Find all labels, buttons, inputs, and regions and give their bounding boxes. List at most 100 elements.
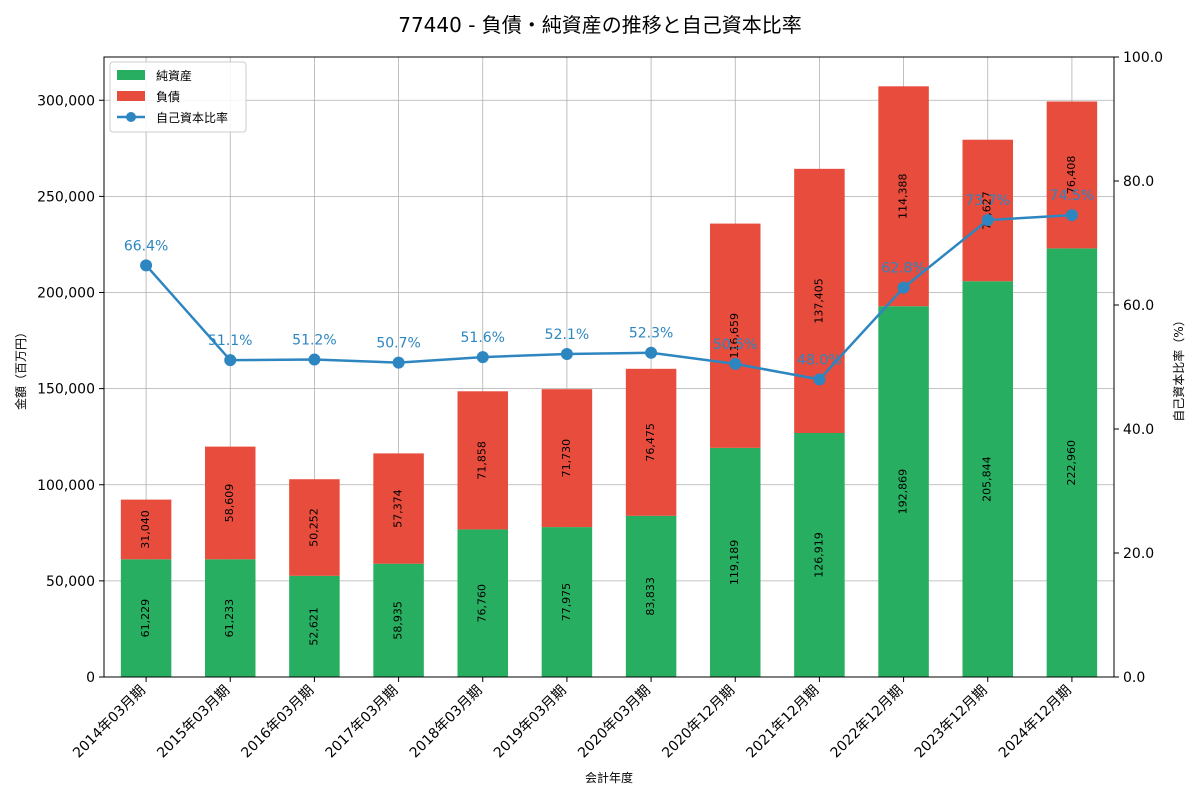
equity-ratio-label: 73.7% — [966, 193, 1010, 209]
x-tick-label: 2021年12月期 — [743, 683, 822, 762]
x-tick-label: 2023年12月期 — [912, 683, 991, 762]
bar-label-net-assets: 76,760 — [476, 584, 489, 623]
bar-net-assets — [541, 527, 593, 677]
bar-liabilities — [962, 139, 1013, 282]
equity-ratio-label: 51.2% — [292, 333, 336, 349]
bar-label-net-assets: 61,233 — [223, 599, 236, 638]
bar-label-net-assets: 61,229 — [139, 599, 152, 638]
equity-ratio-point — [645, 346, 658, 359]
bar-label-liabilities: 71,858 — [476, 441, 489, 480]
equity-ratio-point — [981, 214, 994, 227]
equity-ratio-label: 74.5% — [1050, 188, 1094, 204]
bar-net-assets — [289, 575, 340, 677]
bar-label-liabilities: 114,388 — [897, 174, 910, 220]
bar-net-assets — [878, 306, 929, 677]
y2-tick-label: 80.0 — [1123, 174, 1154, 190]
legend-label-net-assets: 純資産 — [156, 68, 192, 83]
y-tick-label: 0 — [86, 670, 95, 686]
bar-liabilities — [289, 479, 340, 576]
equity-ratio-point — [476, 351, 489, 364]
equity-ratio-point — [392, 356, 405, 369]
x-tick-label: 2020年12月期 — [659, 683, 738, 762]
bar-net-assets — [1046, 248, 1098, 678]
bar-net-assets — [962, 281, 1013, 677]
y-tick-label: 150,000 — [37, 382, 95, 398]
bar-liabilities — [541, 389, 593, 528]
x-tick-label: 2019年03月期 — [491, 683, 570, 762]
equity-ratio-line — [145, 213, 1072, 381]
equity-ratio-label: 48.0% — [797, 352, 841, 368]
equity-ratio-label: 52.3% — [629, 326, 673, 342]
bar-liabilities — [373, 453, 424, 564]
equity-ratio-label: 51.6% — [461, 330, 505, 346]
y2-axis-label: 自己資本比率（%） — [1171, 314, 1186, 421]
legend-label-equity-ratio: 自己資本比率 — [156, 110, 228, 125]
equity-ratio-point — [308, 353, 321, 366]
bar-liabilities — [625, 368, 677, 516]
x-tick-label: 2017年03月期 — [323, 683, 402, 762]
bar-label-liabilities: 137,405 — [812, 278, 825, 324]
x-tick-label: 2014年03月期 — [70, 683, 149, 762]
equity-ratio-point — [813, 373, 826, 386]
bar-label-net-assets: 126,919 — [812, 532, 825, 578]
bar-liabilities — [794, 168, 845, 434]
bar-net-assets — [373, 563, 424, 677]
bar-label-liabilities: 58,609 — [223, 484, 236, 523]
equity-ratio-label: 50.5% — [713, 337, 757, 353]
bar-label-net-assets: 83,833 — [644, 577, 657, 616]
bar-label-liabilities: 76,408 — [1065, 156, 1078, 195]
equity-ratio-label: 66.4% — [124, 238, 168, 254]
bar-liabilities — [457, 391, 508, 530]
x-tick-label: 2018年03月期 — [407, 683, 486, 762]
legend: 純資産 負債 自己資本比率 — [109, 61, 247, 133]
bar-label-liabilities: 31,040 — [139, 510, 152, 549]
bar-liabilities — [205, 446, 256, 560]
equity-ratio-point — [1065, 209, 1078, 222]
bar-label-net-assets: 52,621 — [307, 607, 320, 646]
x-tick-label: 2016年03月期 — [238, 683, 317, 762]
y2-tick-label: 0.0 — [1123, 670, 1145, 686]
bar-label-liabilities: 71,730 — [560, 439, 573, 478]
bar-labels-layer: 61,229 31,040 61,233 58,609 52,621 50,252 58,9… — [139, 156, 1078, 646]
bar-label-net-assets: 58,935 — [392, 601, 405, 640]
bar-label-net-assets: 119,189 — [728, 540, 741, 586]
legend-label-liabilities: 負債 — [156, 89, 180, 104]
equity-ratio-point — [897, 281, 910, 294]
x-axis-label: 会計年度 — [585, 770, 633, 785]
equity-ratio-label: 50.7% — [376, 336, 420, 352]
equity-ratio-label: 51.1% — [208, 333, 252, 349]
bar-net-assets — [625, 515, 677, 677]
line-layer: 66.4% 51.1% 51.2% 50.7% 51.6% 52.1% 52.3% 50.5%… — [124, 188, 1094, 386]
bar-liabilities — [878, 86, 929, 307]
equity-ratio-point — [560, 347, 573, 360]
equity-ratio-label: 62.8% — [881, 261, 925, 277]
bar-net-assets — [710, 447, 761, 677]
y-tick-label: 200,000 — [37, 286, 95, 302]
x-tick-label: 2022年12月期 — [828, 683, 907, 762]
equity-ratio-label: 52.1% — [545, 327, 589, 343]
y2-tick-label: 40.0 — [1123, 422, 1154, 438]
bar-label-net-assets: 205,844 — [981, 456, 994, 502]
bar-label-net-assets: 222,960 — [1065, 440, 1078, 486]
bar-label-liabilities: 57,374 — [392, 489, 405, 528]
bar-liabilities — [120, 499, 172, 560]
equity-ratio-point — [729, 357, 742, 370]
bar-label-net-assets: 192,869 — [897, 469, 910, 515]
bar-net-assets — [120, 559, 172, 677]
bar-net-assets — [457, 529, 508, 677]
chart-title: 77440 - 負債・純資産の推移と自己資本比率 — [398, 13, 802, 37]
bar-net-assets — [794, 433, 845, 677]
plot-frame — [103, 56, 1115, 678]
bar-net-assets — [205, 559, 256, 677]
y-axis-label: 金額（百万円） — [13, 326, 28, 410]
equity-ratio-point — [140, 259, 153, 272]
y2-tick-label: 100.0 — [1123, 50, 1163, 66]
bar-label-liabilities: 50,252 — [307, 508, 320, 547]
bar-label-net-assets: 77,975 — [560, 583, 573, 622]
y-tick-label: 300,000 — [37, 93, 95, 109]
equity-ratio-point — [224, 354, 237, 367]
bar-label-liabilities: 76,475 — [644, 423, 657, 462]
y2-tick-label: 60.0 — [1123, 298, 1154, 314]
y-tick-label: 100,000 — [37, 478, 95, 494]
